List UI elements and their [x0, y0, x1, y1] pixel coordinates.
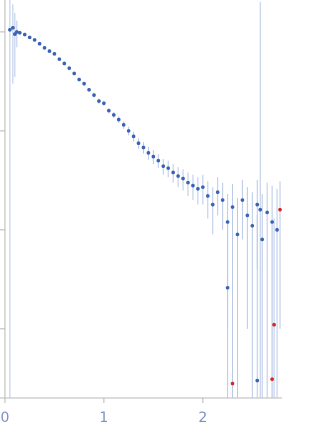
point [42, 46, 47, 50]
point [270, 377, 274, 381]
point [255, 378, 260, 383]
point [47, 49, 52, 53]
point [126, 129, 131, 133]
point [87, 87, 91, 92]
point [166, 166, 171, 170]
point [258, 207, 263, 212]
point [225, 220, 230, 224]
point [265, 210, 269, 215]
point [250, 223, 255, 228]
point [220, 198, 225, 202]
point [92, 93, 96, 97]
point [230, 381, 235, 386]
point [67, 66, 72, 70]
point [22, 32, 27, 37]
point [146, 151, 151, 155]
point [151, 154, 156, 159]
point [107, 108, 111, 113]
point [215, 190, 220, 195]
point [196, 186, 200, 191]
point [82, 81, 86, 86]
point [156, 158, 161, 163]
x-tick-label: 1 [99, 410, 108, 426]
point [37, 41, 42, 46]
point [57, 57, 62, 61]
point [17, 30, 22, 35]
x-tick-label: 0 [0, 410, 9, 426]
point [72, 71, 77, 76]
point [240, 198, 245, 202]
point [201, 185, 205, 189]
point [186, 180, 190, 185]
point [176, 174, 180, 178]
point [11, 25, 15, 30]
point [97, 99, 101, 103]
point [245, 213, 250, 218]
point [121, 123, 126, 127]
point [27, 35, 32, 40]
point [171, 170, 175, 175]
point [255, 202, 260, 207]
point [210, 202, 215, 207]
point [136, 141, 141, 146]
point [235, 232, 240, 237]
point [278, 207, 282, 212]
point [260, 237, 265, 242]
point [161, 164, 166, 168]
point [272, 322, 276, 327]
chart: 0 1 2 [0, 0, 282, 426]
point [8, 27, 12, 32]
point [77, 77, 81, 82]
point [116, 117, 121, 122]
point [191, 183, 195, 188]
point [275, 228, 279, 232]
point [141, 145, 146, 150]
point [225, 285, 230, 290]
point [230, 205, 235, 209]
point [111, 113, 116, 117]
point [52, 52, 57, 56]
x-tick-label: 2 [198, 410, 207, 426]
point [102, 101, 106, 106]
point [62, 61, 67, 66]
point [32, 38, 37, 42]
point [15, 30, 19, 34]
point [270, 220, 274, 224]
point [131, 134, 136, 139]
point [181, 176, 185, 181]
point [205, 194, 210, 198]
